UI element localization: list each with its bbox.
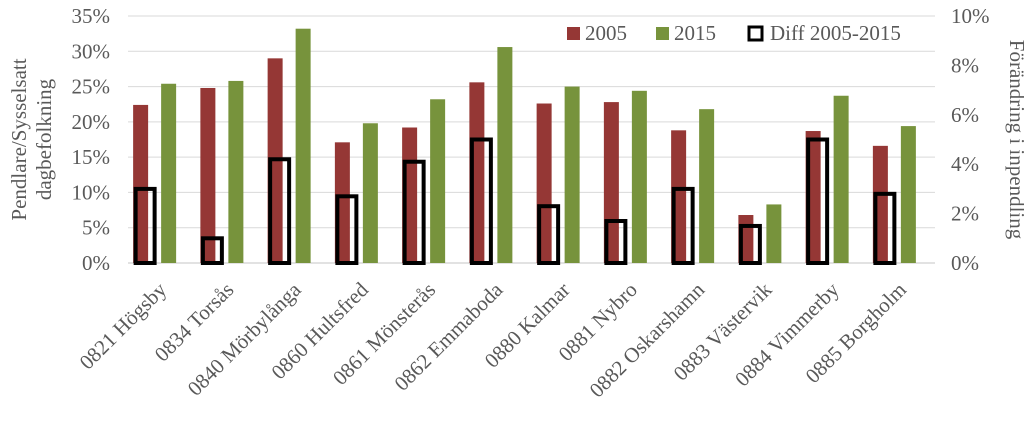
y-left-tick-label: 30% xyxy=(72,39,111,63)
legend-label-2005: 2005 xyxy=(585,21,627,45)
bar-2015 xyxy=(699,109,715,263)
bar-2015 xyxy=(900,126,916,263)
bar-2015 xyxy=(766,204,782,263)
y-right-tick-label: 4% xyxy=(951,152,979,176)
bar-2015 xyxy=(497,47,513,264)
bar-2015 xyxy=(228,80,244,263)
bar-diff xyxy=(200,236,224,266)
bar-diff xyxy=(537,204,561,266)
bar-diff xyxy=(604,219,628,265)
bar-diff xyxy=(402,159,426,265)
y-left-axis-title: Pendlare/Sysselsattdagbefolkning xyxy=(7,58,56,220)
bar-2015 xyxy=(564,86,580,263)
legend: 2005 2015 Diff 2005-2015 xyxy=(567,21,901,45)
y-right-tick-label: 2% xyxy=(951,202,979,226)
bar-diff xyxy=(133,186,157,265)
bar-2015 xyxy=(295,28,311,264)
y-right-tick-label: 8% xyxy=(951,53,979,77)
gridlines xyxy=(128,15,935,264)
y-left-tick-label: 5% xyxy=(82,216,110,240)
axes: 0% 5% 10% 15% 20% 25% 30% 35% 0% 2% 4% 6% 8% 10% 0821 … xyxy=(7,4,1024,402)
bar-2015 xyxy=(161,83,177,264)
y-left-tick-label: 20% xyxy=(72,110,111,134)
bar-2015 xyxy=(833,95,849,263)
y-left-tick-label: 35% xyxy=(72,4,111,28)
y-right-tick-label: 0% xyxy=(951,251,979,275)
bar-diff xyxy=(873,191,897,265)
bar-2015 xyxy=(362,123,378,263)
legend-label-2015: 2015 xyxy=(674,21,716,45)
bar-diff xyxy=(469,137,493,265)
legend-swatch-2005 xyxy=(567,27,580,40)
legend-swatch-diff xyxy=(747,25,764,42)
x-category-label: 0840 Mörbylånga xyxy=(183,277,306,400)
x-category-label: 0821 Högsby xyxy=(75,277,172,374)
legend-label-diff: Diff 2005-2015 xyxy=(770,21,901,45)
bar-2015 xyxy=(430,99,446,263)
bar-diff xyxy=(806,137,830,265)
y-left-axis-title-line: dagbefolkning xyxy=(32,78,56,200)
legend-swatch-2015 xyxy=(656,27,669,40)
y-right-axis-title: Förändring i inpendling xyxy=(1005,40,1024,240)
bar-2015 xyxy=(631,90,647,263)
bar-2005 xyxy=(200,87,216,264)
bars xyxy=(133,28,916,266)
y-right-tick-label: 6% xyxy=(951,103,979,127)
bar-diff xyxy=(671,186,695,265)
bar-diff xyxy=(335,194,359,265)
y-left-tick-label: 15% xyxy=(72,145,111,169)
bar-diff xyxy=(268,157,292,265)
x-category-label: 0882 Oskarshamn xyxy=(585,277,710,402)
bar-diff xyxy=(738,223,762,265)
y-right-tick-label: 10% xyxy=(951,4,990,28)
y-left-axis-title-line: Pendlare/Sysselsatt xyxy=(7,58,31,220)
y-left-tick-label: 10% xyxy=(72,180,111,204)
y-left-tick-label: 25% xyxy=(72,75,111,99)
y-left-tick-label: 0% xyxy=(82,251,110,275)
